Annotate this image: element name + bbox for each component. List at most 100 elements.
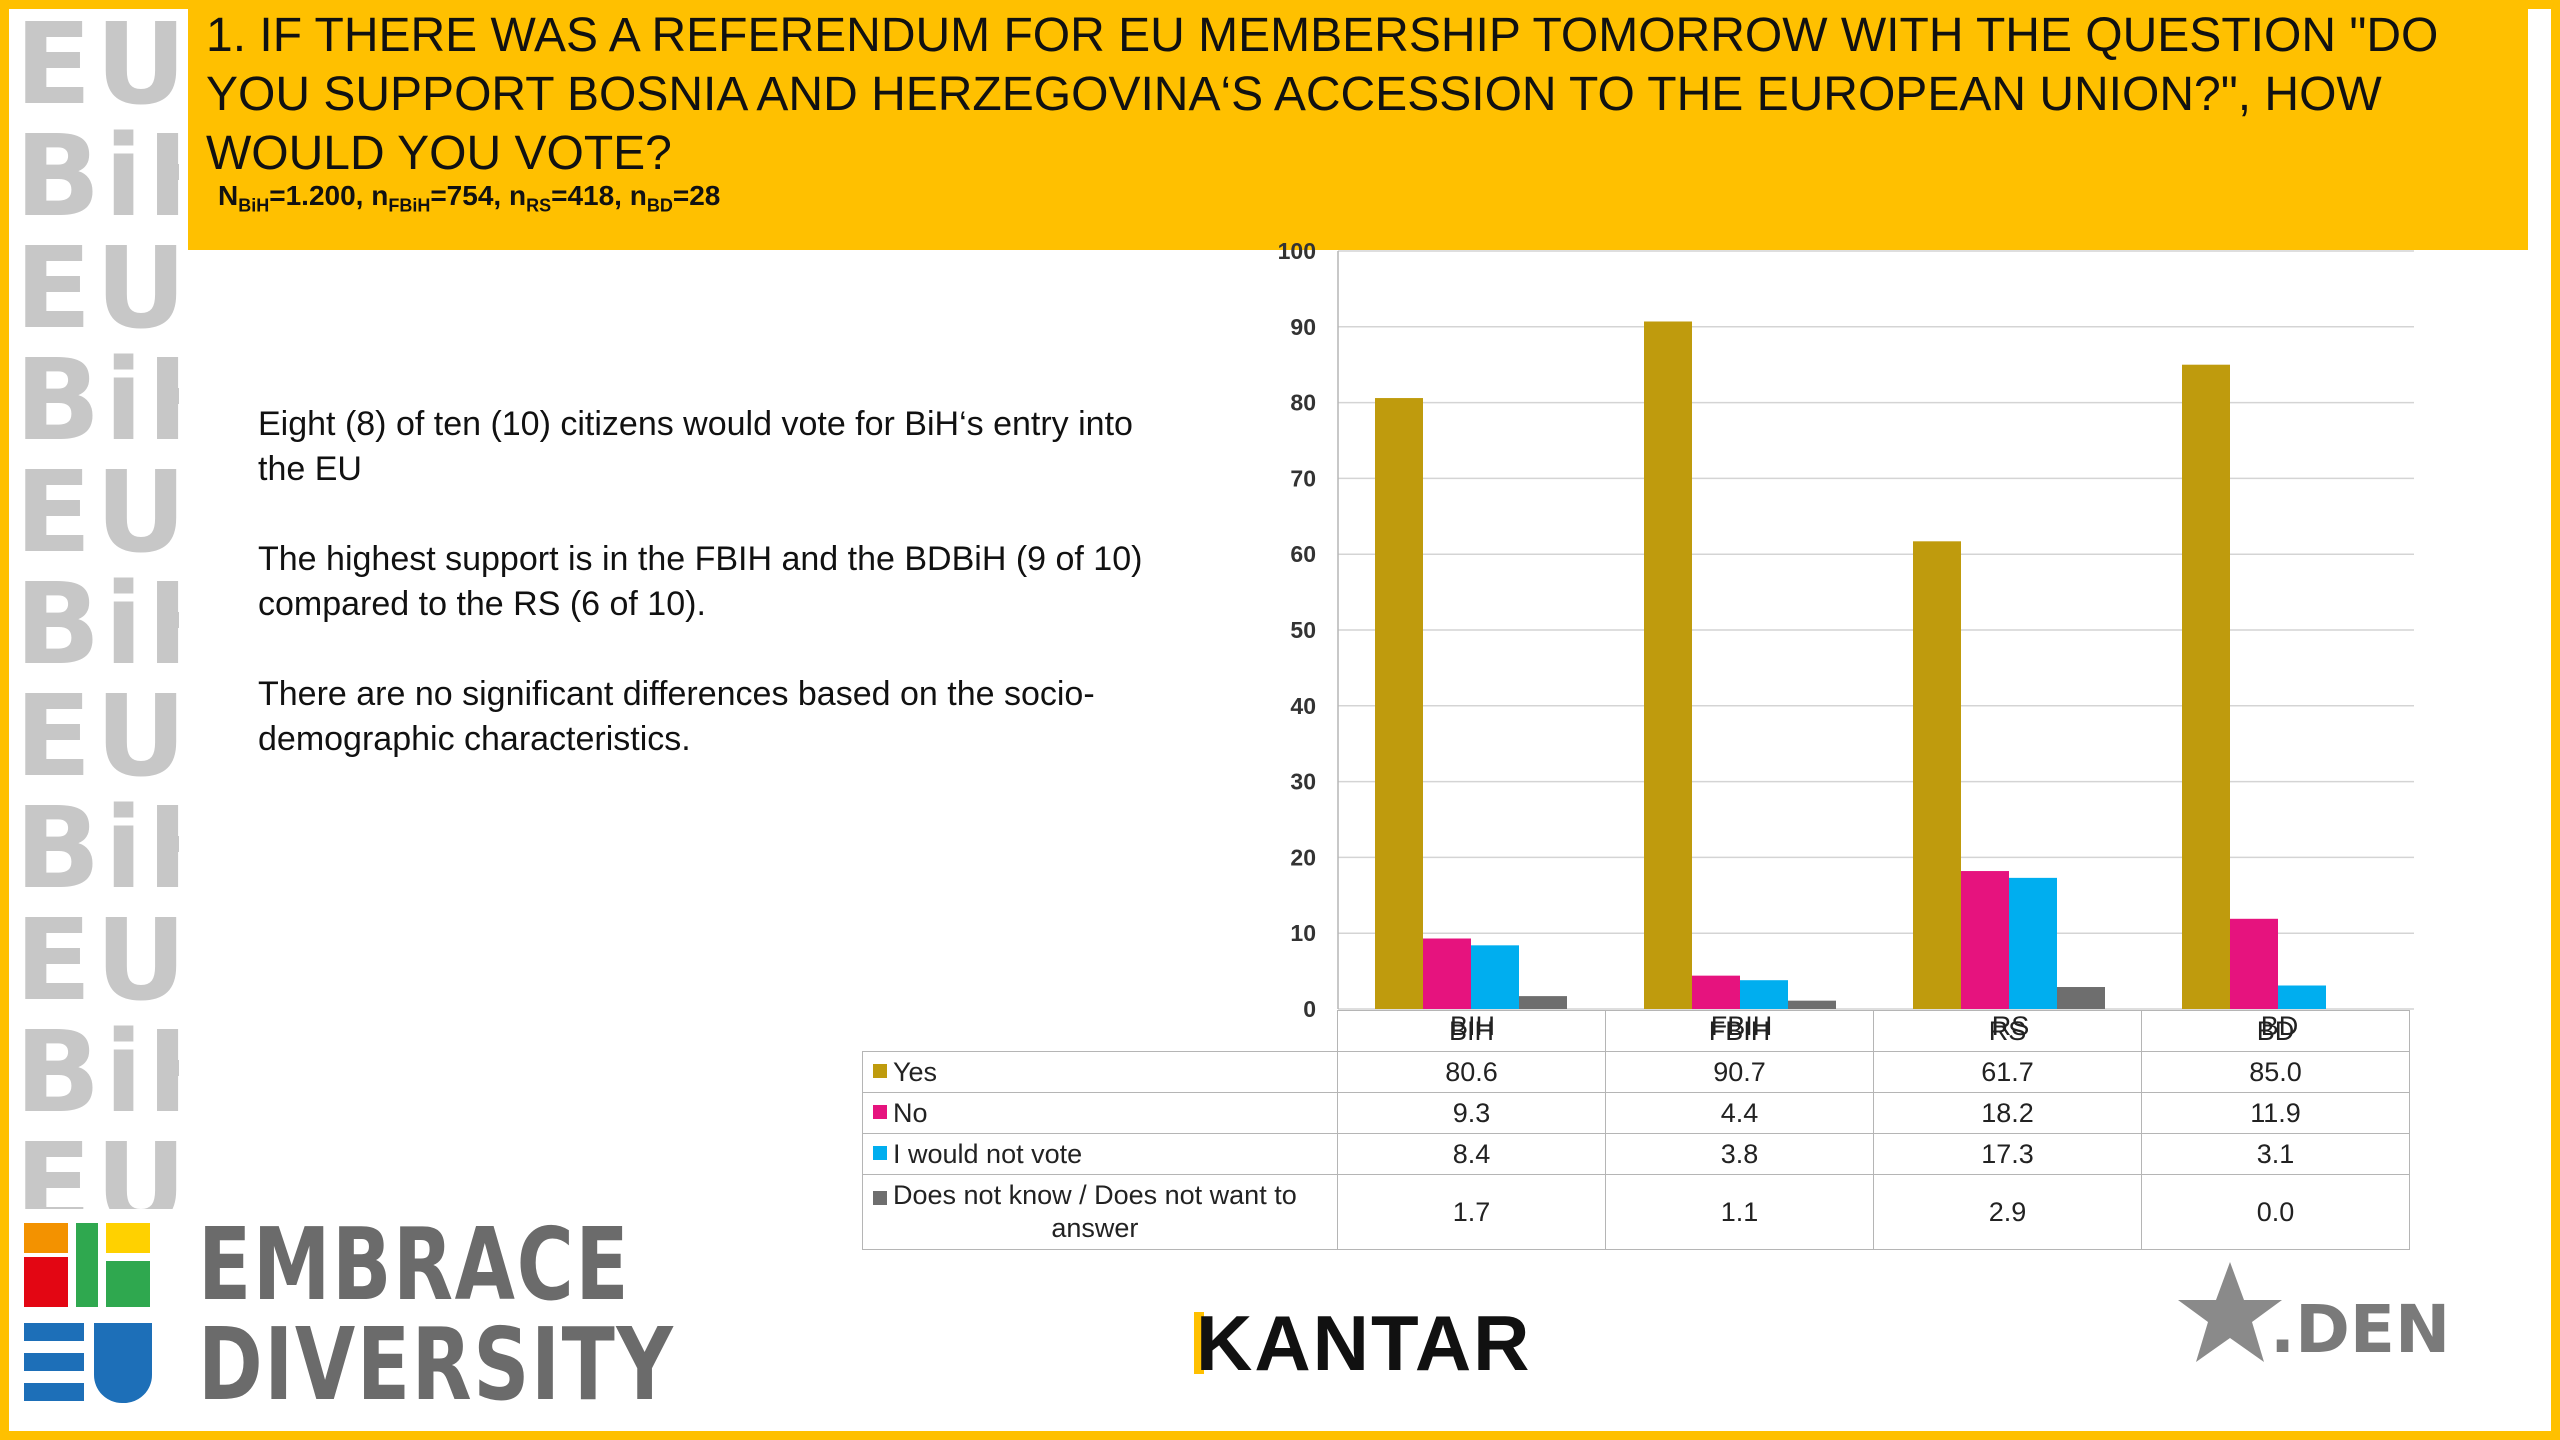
logo-block <box>24 1223 68 1253</box>
logo-block <box>76 1223 98 1307</box>
sample-sizes: NBiH=1.200, nFBiH=754, nRS=418, nBD=28 <box>218 180 720 217</box>
legend-dont-know: Does not know / Does not want to answer <box>862 1174 1338 1250</box>
table-cell: 1.7 <box>1337 1174 1606 1250</box>
table-cell: 17.3 <box>1873 1133 2142 1175</box>
logo-block <box>106 1223 150 1253</box>
bih-eu-logo-mark <box>20 1215 170 1425</box>
bar <box>1961 871 2009 1009</box>
table-cell: 8.4 <box>1337 1133 1606 1175</box>
table-cell: 61.7 <box>1873 1051 2142 1093</box>
slide-title: 1. IF THERE WAS A REFERENDUM FOR EU MEMB… <box>206 9 2439 180</box>
bar <box>1740 980 1788 1009</box>
y-tick-label: 40 <box>1290 693 1316 719</box>
table-row-yes: Yes 80.6 90.7 61.7 85.0 <box>862 1051 2410 1093</box>
embrace-diversity-wordmark: EMBRACE DIVERSITY <box>198 1215 674 1415</box>
sample-n-rs-sub: RS <box>526 195 552 216</box>
deco-eu: EU <box>15 224 179 354</box>
sample-n-bih-label: N <box>218 180 239 211</box>
table-cell: 4.4 <box>1605 1092 1874 1134</box>
logo-block <box>24 1383 84 1401</box>
diversity-word: DIVERSITY <box>198 1306 675 1423</box>
table-cell: 9.3 <box>1337 1092 1606 1134</box>
data-table: BIH FBIH RS BD Yes 80.6 90.7 61.7 85.0 N… <box>862 1010 2410 1250</box>
table-header-cell: BD <box>2141 1010 2410 1052</box>
legend-would-not-vote: I would not vote <box>862 1133 1338 1175</box>
commentary-paragraph: Eight (8) of ten (10) citizens would vot… <box>258 405 1133 488</box>
swatch-yes <box>873 1064 887 1079</box>
y-tick-label: 0 <box>1303 996 1316 1022</box>
commentary-paragraph: There are no significant differences bas… <box>258 675 1095 758</box>
table-cell: 1.1 <box>1605 1174 1874 1250</box>
sample-n-bih-sub: BiH <box>238 195 270 216</box>
swatch-would-not-vote <box>873 1146 887 1161</box>
sample-n-bd-sub: BD <box>646 195 673 216</box>
sample-n-rs-label: n <box>508 180 527 211</box>
bar <box>1692 975 1740 1009</box>
bar <box>2230 918 2278 1009</box>
table-corner <box>863 1011 1338 1052</box>
table-header-cell: RS <box>1873 1010 2142 1052</box>
sample-n-fbih-label: n <box>371 180 389 211</box>
y-tick-label: 100 <box>1278 238 1316 264</box>
bar <box>1471 945 1519 1009</box>
bar <box>2182 364 2230 1009</box>
y-tick-label: 70 <box>1290 465 1316 491</box>
y-tick-label: 80 <box>1290 390 1316 416</box>
sample-n-bih-value: =1.200, <box>269 180 372 211</box>
y-tick-label: 20 <box>1290 844 1316 870</box>
commentary: Eight (8) of ten (10) citizens would vot… <box>258 402 1158 807</box>
deco-eu: EU <box>15 9 179 130</box>
swatch-dont-know <box>873 1191 887 1205</box>
side-decoration: EU BiH EU BiH EU BiH EU BiH EU BiH EU <box>9 9 179 1209</box>
y-tick-label: 30 <box>1290 769 1316 795</box>
deco-eu: EU <box>15 672 179 802</box>
den-logo: .DEN <box>2178 1262 2450 1368</box>
table-row-would-not-vote: I would not vote 8.4 3.8 17.3 3.1 <box>862 1133 2410 1175</box>
table-row-categories: BIH FBIH RS BD <box>863 1010 2410 1052</box>
legend-label: Yes <box>893 1056 938 1087</box>
kantar-accent-bar <box>1194 1312 1204 1374</box>
table-cell: 11.9 <box>2141 1092 2410 1134</box>
deco-bih: BiH <box>15 784 179 914</box>
embrace-word: EMBRACE <box>198 1206 631 1323</box>
deco-bih: BiH <box>15 336 179 466</box>
y-tick-label: 90 <box>1290 314 1316 340</box>
bar <box>2057 987 2105 1009</box>
legend-label-two-line: Does not know / Does not want to answer <box>893 1179 1297 1245</box>
bar <box>1519 996 1567 1009</box>
y-tick-label: 50 <box>1290 617 1316 643</box>
table-cell: 18.2 <box>1873 1092 2142 1134</box>
bar <box>2009 877 2057 1009</box>
legend-no: No <box>862 1092 1338 1134</box>
bar <box>1644 321 1692 1009</box>
logo-block <box>24 1257 68 1307</box>
deco-bih: BiH <box>15 560 179 690</box>
logo-block <box>24 1353 84 1371</box>
sample-n-bd-label: n <box>629 180 647 211</box>
logo-block <box>94 1323 152 1403</box>
sample-n-bd-value: =28 <box>672 180 721 211</box>
table-cell: 2.9 <box>1873 1174 2142 1250</box>
bar <box>1375 398 1423 1009</box>
logo-block <box>24 1323 84 1341</box>
table-cell: 80.6 <box>1337 1051 1606 1093</box>
table-row-dont-know: Does not know / Does not want to answer 1… <box>862 1174 2410 1250</box>
table-cell: 3.8 <box>1605 1133 1874 1175</box>
bar <box>2278 985 2326 1009</box>
table-header-cell: BIH <box>1337 1010 1606 1052</box>
legend-label: I would not vote <box>893 1138 1083 1169</box>
deco-eu: EU <box>15 1120 179 1209</box>
table-cell: 85.0 <box>2141 1051 2410 1093</box>
deco-bih: BiH <box>15 112 179 242</box>
y-tick-label: 10 <box>1290 920 1316 946</box>
sample-n-fbih-sub: FBiH <box>388 195 431 216</box>
embrace-diversity-logo: EMBRACE DIVERSITY <box>20 1215 673 1425</box>
deco-bih: BiH <box>15 1008 179 1138</box>
table-header-cell: FBIH <box>1605 1010 1874 1052</box>
kantar-logo: KANTAR <box>1196 1299 1532 1387</box>
bar <box>1788 1000 1836 1009</box>
y-tick-label: 60 <box>1290 541 1316 567</box>
legend-label-line1: Does not know / Does not want to <box>893 1180 1297 1210</box>
sample-n-fbih-value: =754, <box>430 180 509 211</box>
bar <box>1913 541 1961 1009</box>
